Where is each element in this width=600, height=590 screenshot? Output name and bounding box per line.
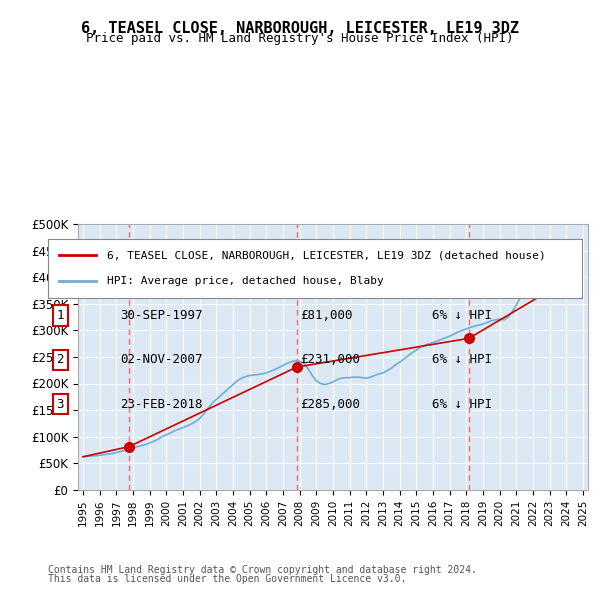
Text: Contains HM Land Registry data © Crown copyright and database right 2024.: Contains HM Land Registry data © Crown c…: [48, 565, 477, 575]
Text: 1: 1: [125, 250, 133, 263]
Text: £81,000: £81,000: [300, 309, 353, 322]
Text: £231,000: £231,000: [300, 353, 360, 366]
Text: 2: 2: [56, 353, 64, 366]
Text: 6% ↓ HPI: 6% ↓ HPI: [432, 398, 492, 411]
Text: Price paid vs. HM Land Registry's House Price Index (HPI): Price paid vs. HM Land Registry's House …: [86, 32, 514, 45]
Text: 3: 3: [465, 250, 473, 263]
Text: 2: 2: [293, 250, 301, 263]
Text: 23-FEB-2018: 23-FEB-2018: [120, 398, 203, 411]
Text: HPI: Average price, detached house, Blaby: HPI: Average price, detached house, Blab…: [107, 277, 383, 286]
Text: £285,000: £285,000: [300, 398, 360, 411]
Text: 1: 1: [56, 309, 64, 322]
Text: 6, TEASEL CLOSE, NARBOROUGH, LEICESTER, LE19 3DZ: 6, TEASEL CLOSE, NARBOROUGH, LEICESTER, …: [81, 21, 519, 35]
Text: 3: 3: [56, 398, 64, 411]
Text: 6, TEASEL CLOSE, NARBOROUGH, LEICESTER, LE19 3DZ (detached house): 6, TEASEL CLOSE, NARBOROUGH, LEICESTER, …: [107, 251, 545, 260]
Text: 30-SEP-1997: 30-SEP-1997: [120, 309, 203, 322]
Text: This data is licensed under the Open Government Licence v3.0.: This data is licensed under the Open Gov…: [48, 574, 406, 584]
Text: 6% ↓ HPI: 6% ↓ HPI: [432, 353, 492, 366]
Text: 6% ↓ HPI: 6% ↓ HPI: [432, 309, 492, 322]
Text: 02-NOV-2007: 02-NOV-2007: [120, 353, 203, 366]
